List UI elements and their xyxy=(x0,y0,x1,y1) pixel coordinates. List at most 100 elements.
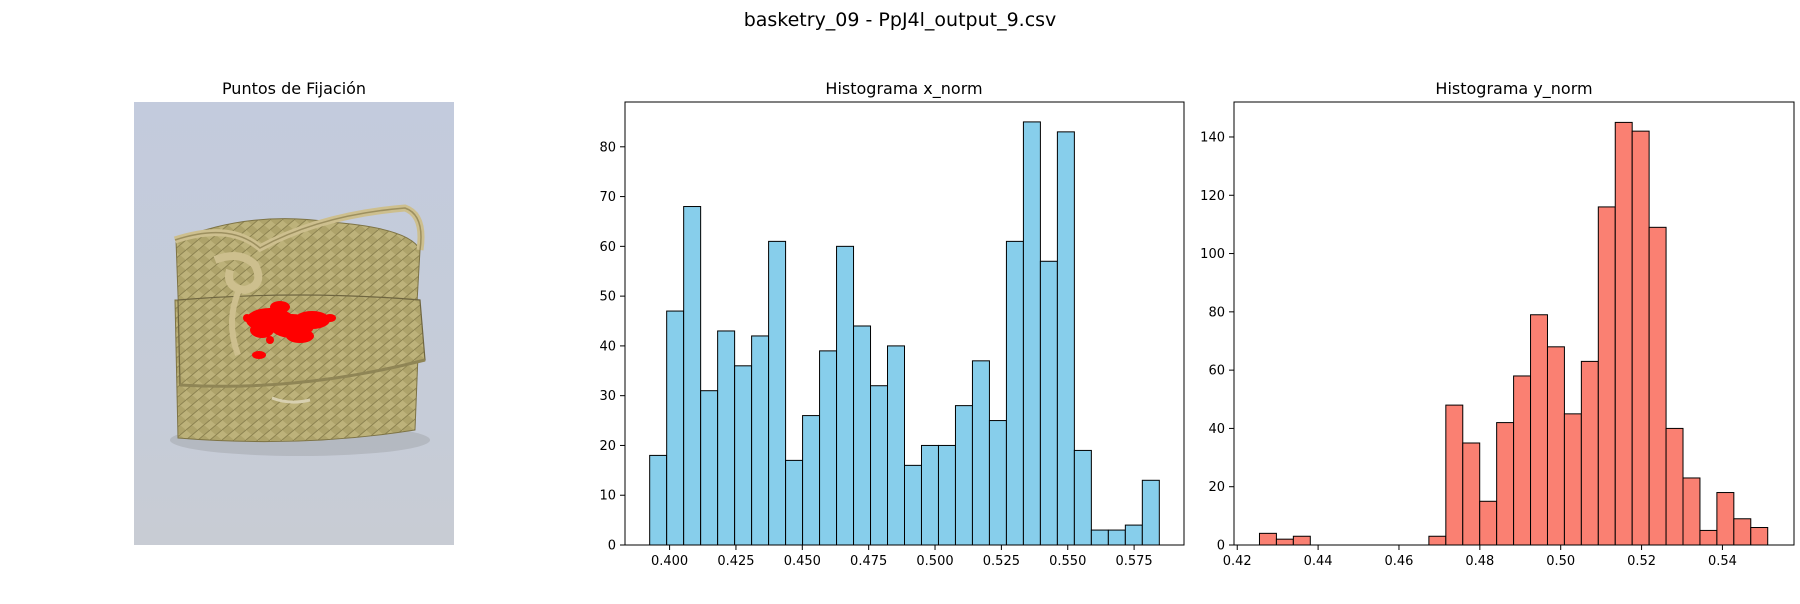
fixation-image-panel: Puntos de Fijación xyxy=(134,79,454,545)
x-histogram-bars xyxy=(649,121,1160,546)
histogram-bar xyxy=(1005,240,1024,546)
histogram-bar xyxy=(700,390,719,546)
y-tick-label: 80 xyxy=(1208,305,1225,320)
histogram-bar xyxy=(1665,427,1684,546)
histogram-bar xyxy=(1479,500,1498,546)
histogram-bar xyxy=(1141,479,1160,546)
histogram-bar xyxy=(785,459,804,546)
y-tick-label: 0 xyxy=(608,539,616,554)
histogram-bar xyxy=(1648,226,1667,546)
histogram-bar xyxy=(1428,535,1447,546)
histogram-bar xyxy=(1716,492,1735,546)
x-tick-label: 0.42 xyxy=(1223,554,1252,569)
histogram-bar xyxy=(1530,314,1548,546)
y-histogram-x-ticks: 0.42 0.44 0.46 0.48 0.50 0.52 0.54 xyxy=(1223,545,1737,569)
histogram-bar xyxy=(1563,413,1582,546)
histogram-bar xyxy=(870,385,889,546)
y-tick-label: 40 xyxy=(1208,422,1225,437)
histogram-bar xyxy=(1039,260,1058,546)
histogram-bar xyxy=(666,310,685,546)
y-tick-label: 0 xyxy=(1217,539,1225,554)
x-tick-label: 0.50 xyxy=(1546,554,1575,569)
histogram-bar xyxy=(1546,346,1565,546)
y-histogram-bars xyxy=(1258,121,1769,546)
x-histogram-title: Histograma x_norm xyxy=(825,79,982,99)
histogram-bar xyxy=(1496,422,1515,546)
histogram-bar xyxy=(836,245,855,546)
histogram-bar xyxy=(954,405,973,546)
histogram-bar xyxy=(717,330,736,546)
fixation-points xyxy=(243,301,336,359)
histogram-bar xyxy=(1022,121,1041,546)
histogram-bar xyxy=(1462,442,1481,546)
y-tick-label: 10 xyxy=(599,489,616,504)
y-tick-label: 70 xyxy=(599,190,616,205)
x-tick-label: 0.500 xyxy=(916,554,953,569)
y-tick-label: 50 xyxy=(599,290,616,305)
histogram-bar xyxy=(1614,121,1633,546)
y-tick-label: 80 xyxy=(599,140,616,155)
histogram-bar xyxy=(937,444,956,546)
x-tick-label: 0.525 xyxy=(983,554,1020,569)
image-panel-title: Puntos de Fijación xyxy=(222,79,366,98)
y-histogram-axes-frame xyxy=(1233,101,1795,546)
basket-photo xyxy=(134,102,454,545)
histogram-bar xyxy=(751,335,770,546)
histogram-bar xyxy=(1750,527,1769,546)
y-tick-label: 100 xyxy=(1200,247,1225,262)
histogram-bar xyxy=(1597,206,1616,546)
histogram-bar xyxy=(1073,449,1092,546)
histogram-bar xyxy=(1124,524,1143,546)
x-norm-histogram-panel: Histograma x_norm 0.400 0.425 0.450 0.475 0.… xyxy=(599,79,1185,569)
x-tick-label: 0.450 xyxy=(784,554,821,569)
y-tick-label: 20 xyxy=(599,439,616,454)
histogram-bar xyxy=(649,454,668,546)
x-tick-label: 0.48 xyxy=(1465,554,1494,569)
histogram-bar xyxy=(1107,529,1126,546)
histogram-bar xyxy=(904,464,922,546)
x-tick-label: 0.400 xyxy=(651,554,688,569)
histogram-bar xyxy=(1733,518,1752,546)
histogram-bar xyxy=(683,206,702,546)
x-histogram-y-ticks: 0 10 20 30 40 50 60 70 80 xyxy=(599,140,625,554)
histogram-bar xyxy=(1445,404,1464,546)
histogram-bar xyxy=(1056,131,1075,546)
histogram-bar xyxy=(819,350,838,546)
histogram-bar xyxy=(988,420,1007,546)
y-norm-histogram-panel: Histograma y_norm 0.42 0.44 0.46 0.48 0.50 0.… xyxy=(1200,79,1795,569)
x-tick-label: 0.550 xyxy=(1049,554,1086,569)
histogram-bar xyxy=(1682,477,1701,546)
histogram-bar xyxy=(802,415,821,546)
histogram-bar xyxy=(768,240,787,546)
x-tick-label: 0.475 xyxy=(850,554,887,569)
y-tick-label: 60 xyxy=(1208,364,1225,379)
histogram-bar xyxy=(1580,360,1599,546)
x-tick-label: 0.54 xyxy=(1708,554,1737,569)
histogram-bar xyxy=(971,360,990,546)
histogram-bar xyxy=(853,325,872,546)
histogram-bar xyxy=(1699,529,1718,546)
y-tick-label: 120 xyxy=(1200,189,1225,204)
histogram-bar xyxy=(1513,375,1532,546)
y-histogram-title: Histograma y_norm xyxy=(1435,79,1592,99)
histogram-bar xyxy=(1258,532,1277,546)
histogram-bar xyxy=(734,365,753,546)
histogram-bar xyxy=(1631,130,1650,546)
x-histogram-x-ticks: 0.400 0.425 0.450 0.475 0.500 0.525 0.550 0.575 xyxy=(651,545,1153,569)
y-tick-label: 60 xyxy=(599,240,616,255)
y-tick-label: 30 xyxy=(599,389,616,404)
histogram-bar xyxy=(1275,538,1294,546)
histogram-bar xyxy=(887,345,905,546)
x-tick-label: 0.575 xyxy=(1115,554,1152,569)
histogram-bar xyxy=(920,444,939,546)
histogram-bar xyxy=(1090,529,1109,546)
histogram-bar xyxy=(1292,535,1311,546)
x-tick-label: 0.52 xyxy=(1627,554,1656,569)
y-tick-label: 140 xyxy=(1200,130,1225,145)
y-tick-label: 20 xyxy=(1208,480,1225,495)
figure-title: basketry_09 - PpJ4l_output_9.csv xyxy=(744,9,1057,31)
x-histogram-axes-frame xyxy=(624,101,1185,546)
y-histogram-y-ticks: 0 20 40 60 80 100 120 140 xyxy=(1200,130,1234,554)
x-tick-label: 0.44 xyxy=(1304,554,1333,569)
